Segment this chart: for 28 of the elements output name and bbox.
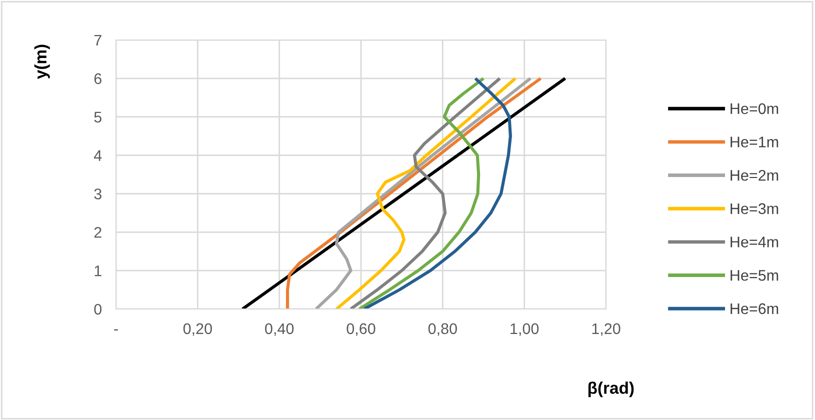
- x-tick-label: 1,20: [592, 323, 620, 336]
- legend-label: He=4m: [730, 236, 778, 248]
- line-series: [286, 76, 542, 309]
- legend-label: He=3m: [730, 203, 778, 214]
- y-tick-label: 7: [94, 35, 102, 46]
- y-axis-title: y(m): [34, 44, 50, 79]
- y-tick-label: 6: [94, 73, 102, 84]
- x-axis-title: β(rad): [588, 382, 634, 398]
- legend-label: He=0m: [730, 103, 778, 114]
- line-series: [314, 76, 532, 309]
- y-tick-label: 5: [94, 112, 102, 123]
- y-tick-label: 1: [94, 266, 102, 276]
- y-tick-label: 4: [94, 150, 102, 161]
- y-tick-label: 3: [94, 188, 102, 200]
- x-tick-label: 0,20: [183, 323, 212, 336]
- x-tick-label: 0,80: [428, 323, 457, 336]
- x-tick-label: -: [114, 329, 118, 330]
- x-tick-label: 0,60: [346, 323, 376, 336]
- legend-label: He=1m: [730, 136, 778, 148]
- legend-label: He=5m: [730, 270, 778, 281]
- legend-label: He=2m: [730, 170, 778, 181]
- y-tick-label: 2: [94, 227, 102, 238]
- legend-label: He=6m: [730, 303, 778, 314]
- x-tick-label: 1,00: [510, 323, 539, 336]
- x-tick-label: 0,40: [265, 323, 294, 336]
- line-series: [334, 76, 517, 309]
- line-series: [358, 76, 486, 309]
- y-tick-label: 0: [94, 304, 102, 315]
